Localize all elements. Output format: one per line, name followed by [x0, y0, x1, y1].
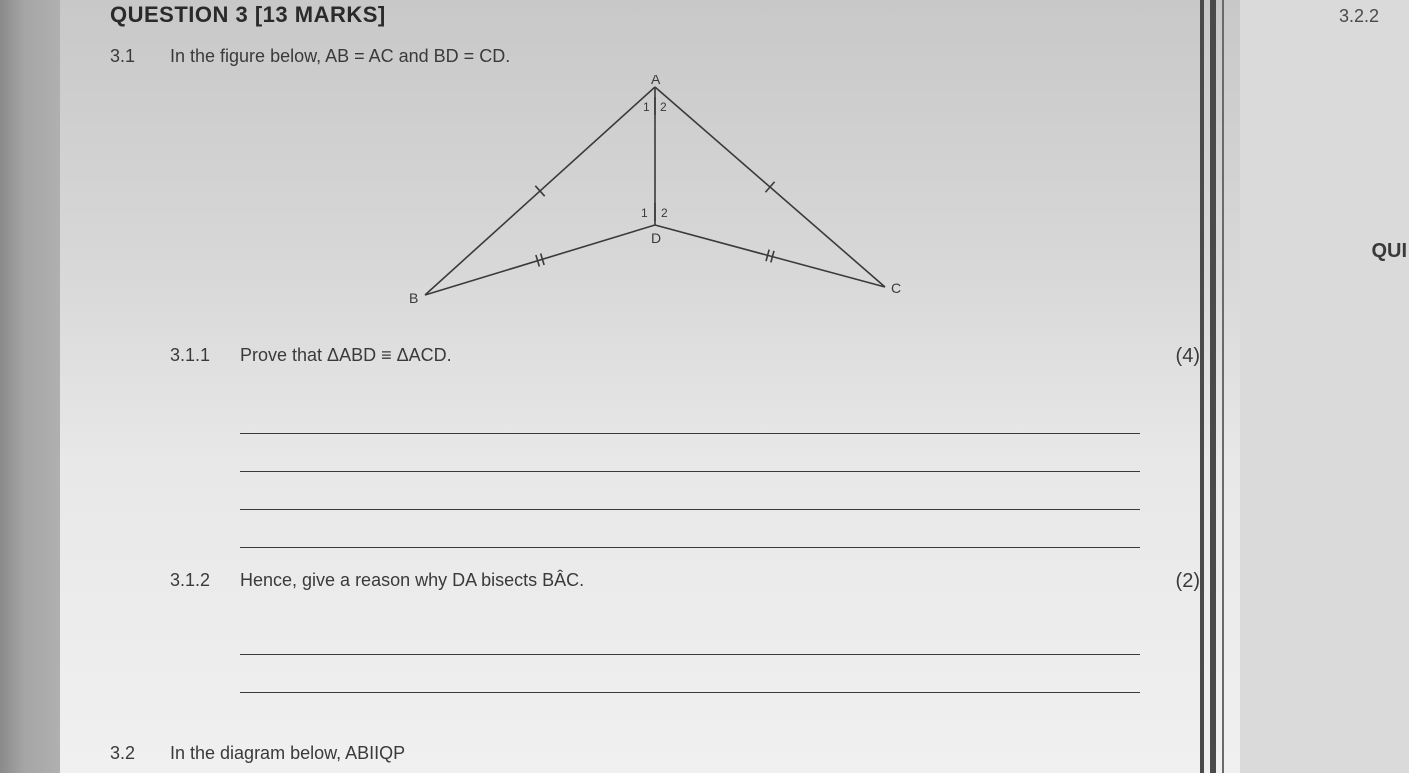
- blank-line: [240, 617, 1140, 655]
- svg-text:A: A: [651, 75, 661, 87]
- answer-lines-311: [240, 396, 1140, 548]
- q31-number: 3.1: [110, 46, 170, 67]
- margin-rule: [1200, 0, 1230, 773]
- q311-number: 3.1.1: [170, 345, 240, 366]
- q311-text: Prove that ΔABD ≡ ΔACD.: [240, 345, 1150, 366]
- next-page-number: 3.2.2: [1339, 6, 1379, 27]
- q312-marks: (2): [1150, 570, 1200, 593]
- geometry-diagram: ABCD1212: [110, 75, 1200, 325]
- blank-line: [240, 472, 1140, 510]
- svg-text:D: D: [651, 230, 661, 246]
- q311-marks: (4): [1150, 345, 1200, 368]
- q312-text: Hence, give a reason why DA bisects BÂC.: [240, 570, 1150, 591]
- q32-text: In the diagram below, ABIIQP: [170, 743, 1240, 764]
- svg-text:2: 2: [661, 206, 668, 220]
- main-question-page: QUESTION 3 [13 MARKS] 3.1 In the figure …: [60, 0, 1240, 773]
- svg-text:2: 2: [660, 100, 667, 114]
- blank-line: [240, 396, 1140, 434]
- svg-text:1: 1: [643, 100, 650, 114]
- question-3-1-1: 3.1.1 Prove that ΔABD ≡ ΔACD. (4): [110, 345, 1200, 368]
- question-3-1: 3.1 In the figure below, AB = AC and BD …: [110, 46, 1200, 67]
- blank-line: [240, 510, 1140, 548]
- q312-number: 3.1.2: [170, 570, 240, 591]
- page-binding-shadow: [0, 0, 60, 773]
- next-page-peek: 3.2.2 QUI: [1240, 0, 1409, 773]
- q32-number: 3.2: [110, 743, 170, 764]
- answer-lines-312: [240, 617, 1140, 693]
- svg-text:1: 1: [641, 206, 648, 220]
- question-title: QUESTION 3 [13 MARKS]: [110, 2, 1200, 28]
- blank-line: [240, 655, 1140, 693]
- question-3-2-partial: 3.2 In the diagram below, ABIIQP: [60, 743, 1240, 773]
- svg-text:C: C: [891, 280, 901, 296]
- triangle-diagram-svg: ABCD1212: [405, 75, 905, 325]
- question-3-1-2: 3.1.2 Hence, give a reason why DA bisect…: [110, 570, 1200, 593]
- svg-text:B: B: [409, 290, 418, 306]
- next-page-heading-partial: QUI: [1371, 240, 1407, 263]
- blank-line: [240, 434, 1140, 472]
- q31-text: In the figure below, AB = AC and BD = CD…: [170, 46, 1200, 67]
